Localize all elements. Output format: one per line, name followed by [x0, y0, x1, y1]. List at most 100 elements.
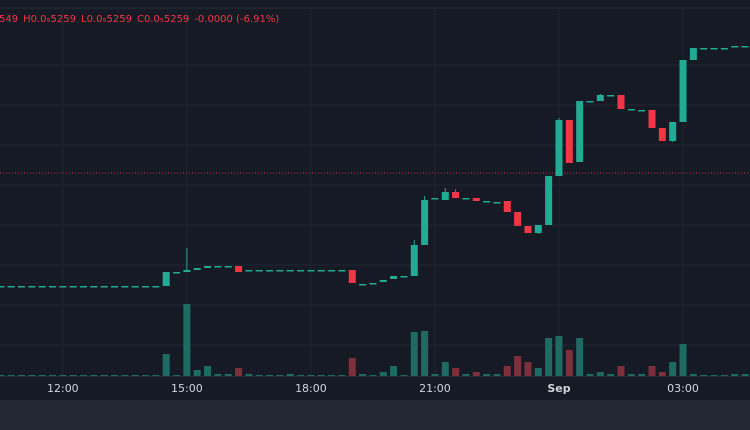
candle-body: [441, 192, 449, 200]
volume-bar: [369, 375, 377, 376]
volume-bar: [0, 375, 5, 376]
candle-body: [131, 286, 139, 288]
candle-body: [679, 60, 687, 122]
volume-bar: [183, 304, 191, 376]
candle-body: [503, 201, 511, 212]
candle-body: [266, 270, 274, 272]
candle-body: [348, 270, 356, 283]
candle-body: [173, 272, 181, 274]
volume-bar: [152, 375, 160, 376]
volume-bar: [162, 354, 170, 376]
header-item: H: [23, 14, 31, 25]
volume-bar: [648, 366, 656, 376]
candle-body: [400, 276, 408, 278]
candle-body: [720, 48, 728, 50]
volume-bar: [514, 356, 522, 376]
candle-body: [524, 226, 532, 233]
volume-bar: [142, 375, 150, 376]
volume-bar: [441, 362, 449, 376]
candle-body: [286, 270, 294, 272]
volume-bar: [338, 375, 346, 376]
candle-body: [741, 46, 749, 48]
volume-bar: [720, 375, 728, 376]
volume-bar: [255, 375, 263, 376]
candle-body: [379, 280, 387, 282]
volume-bar: [173, 375, 181, 376]
candle-body: [596, 95, 604, 101]
candle-body: [452, 192, 460, 198]
candle-body: [28, 286, 36, 288]
volume-bar: [658, 372, 666, 376]
volume-bar: [534, 368, 542, 376]
volume-bar: [741, 374, 749, 376]
candle-body: [421, 200, 429, 245]
header-item: 0.0₅5259: [30, 14, 76, 25]
candle-body: [183, 270, 191, 272]
volume-bar: [297, 375, 305, 376]
volume-bar: [731, 374, 739, 376]
candle-body: [555, 120, 563, 176]
volume-bar: [390, 366, 398, 376]
volume-bar: [400, 375, 408, 376]
volume-bar: [204, 366, 212, 376]
volume-bar: [49, 375, 57, 376]
candle-body: [100, 286, 108, 288]
candle-body: [69, 286, 77, 288]
candle-body: [245, 270, 253, 272]
header-item: 0.0₅5259: [143, 14, 190, 25]
volume-bar: [90, 375, 98, 376]
candle-body: [297, 270, 305, 272]
volume-bar: [483, 374, 491, 376]
header-item: 0.0₅5259: [86, 14, 132, 25]
volume-bar: [348, 358, 356, 376]
candle-body: [462, 198, 470, 200]
candle-body: [0, 286, 5, 288]
candle-body: [514, 212, 522, 226]
candle-body: [307, 270, 315, 272]
candle-body: [7, 286, 15, 288]
candle-body: [689, 48, 697, 60]
x-tick-label: 21:00: [419, 382, 451, 395]
x-tick-label: 15:00: [171, 382, 203, 395]
candle-body: [658, 128, 666, 141]
volume-bar: [472, 372, 480, 376]
volume-bar: [193, 370, 201, 376]
candle-body: [700, 48, 708, 50]
candle-body: [493, 202, 501, 204]
header-item: 549: [0, 14, 19, 25]
candle-body: [576, 101, 584, 162]
candle-body: [617, 95, 625, 109]
header-item: C: [136, 14, 144, 25]
volume-bar: [100, 375, 108, 376]
candle-body: [390, 276, 398, 279]
candle-body: [483, 201, 491, 203]
candle-body: [472, 198, 480, 201]
candle-body: [731, 46, 739, 48]
candle-body: [410, 245, 418, 276]
candle-body: [276, 270, 284, 272]
candle-body: [255, 270, 263, 272]
volume-bar: [379, 372, 387, 376]
candle-body: [142, 286, 150, 288]
volume-bar: [317, 375, 325, 376]
volume-bar: [276, 375, 284, 376]
ohlc-header: 549 H 0.0₅5259 L 0.0₅5259 C 0.0₅5259 -0.0000 (-…: [0, 14, 279, 25]
volume-bar: [131, 375, 139, 376]
candle-body: [214, 266, 222, 268]
x-tick-label: 18:00: [295, 382, 327, 395]
volume-bar: [638, 374, 646, 376]
candle-body: [317, 270, 325, 272]
volume-bar: [421, 331, 429, 376]
volume-bar: [38, 375, 46, 376]
x-tick-label: 12:00: [47, 382, 79, 395]
volume-bar: [28, 375, 36, 376]
candle-body: [328, 270, 336, 272]
volume-bar: [359, 374, 367, 376]
volume-bar: [596, 372, 604, 376]
candle-body: [586, 101, 594, 103]
volume-bar: [266, 375, 274, 376]
candle-body: [49, 286, 57, 288]
volume-bar: [431, 374, 439, 376]
volume-bar: [627, 374, 635, 376]
